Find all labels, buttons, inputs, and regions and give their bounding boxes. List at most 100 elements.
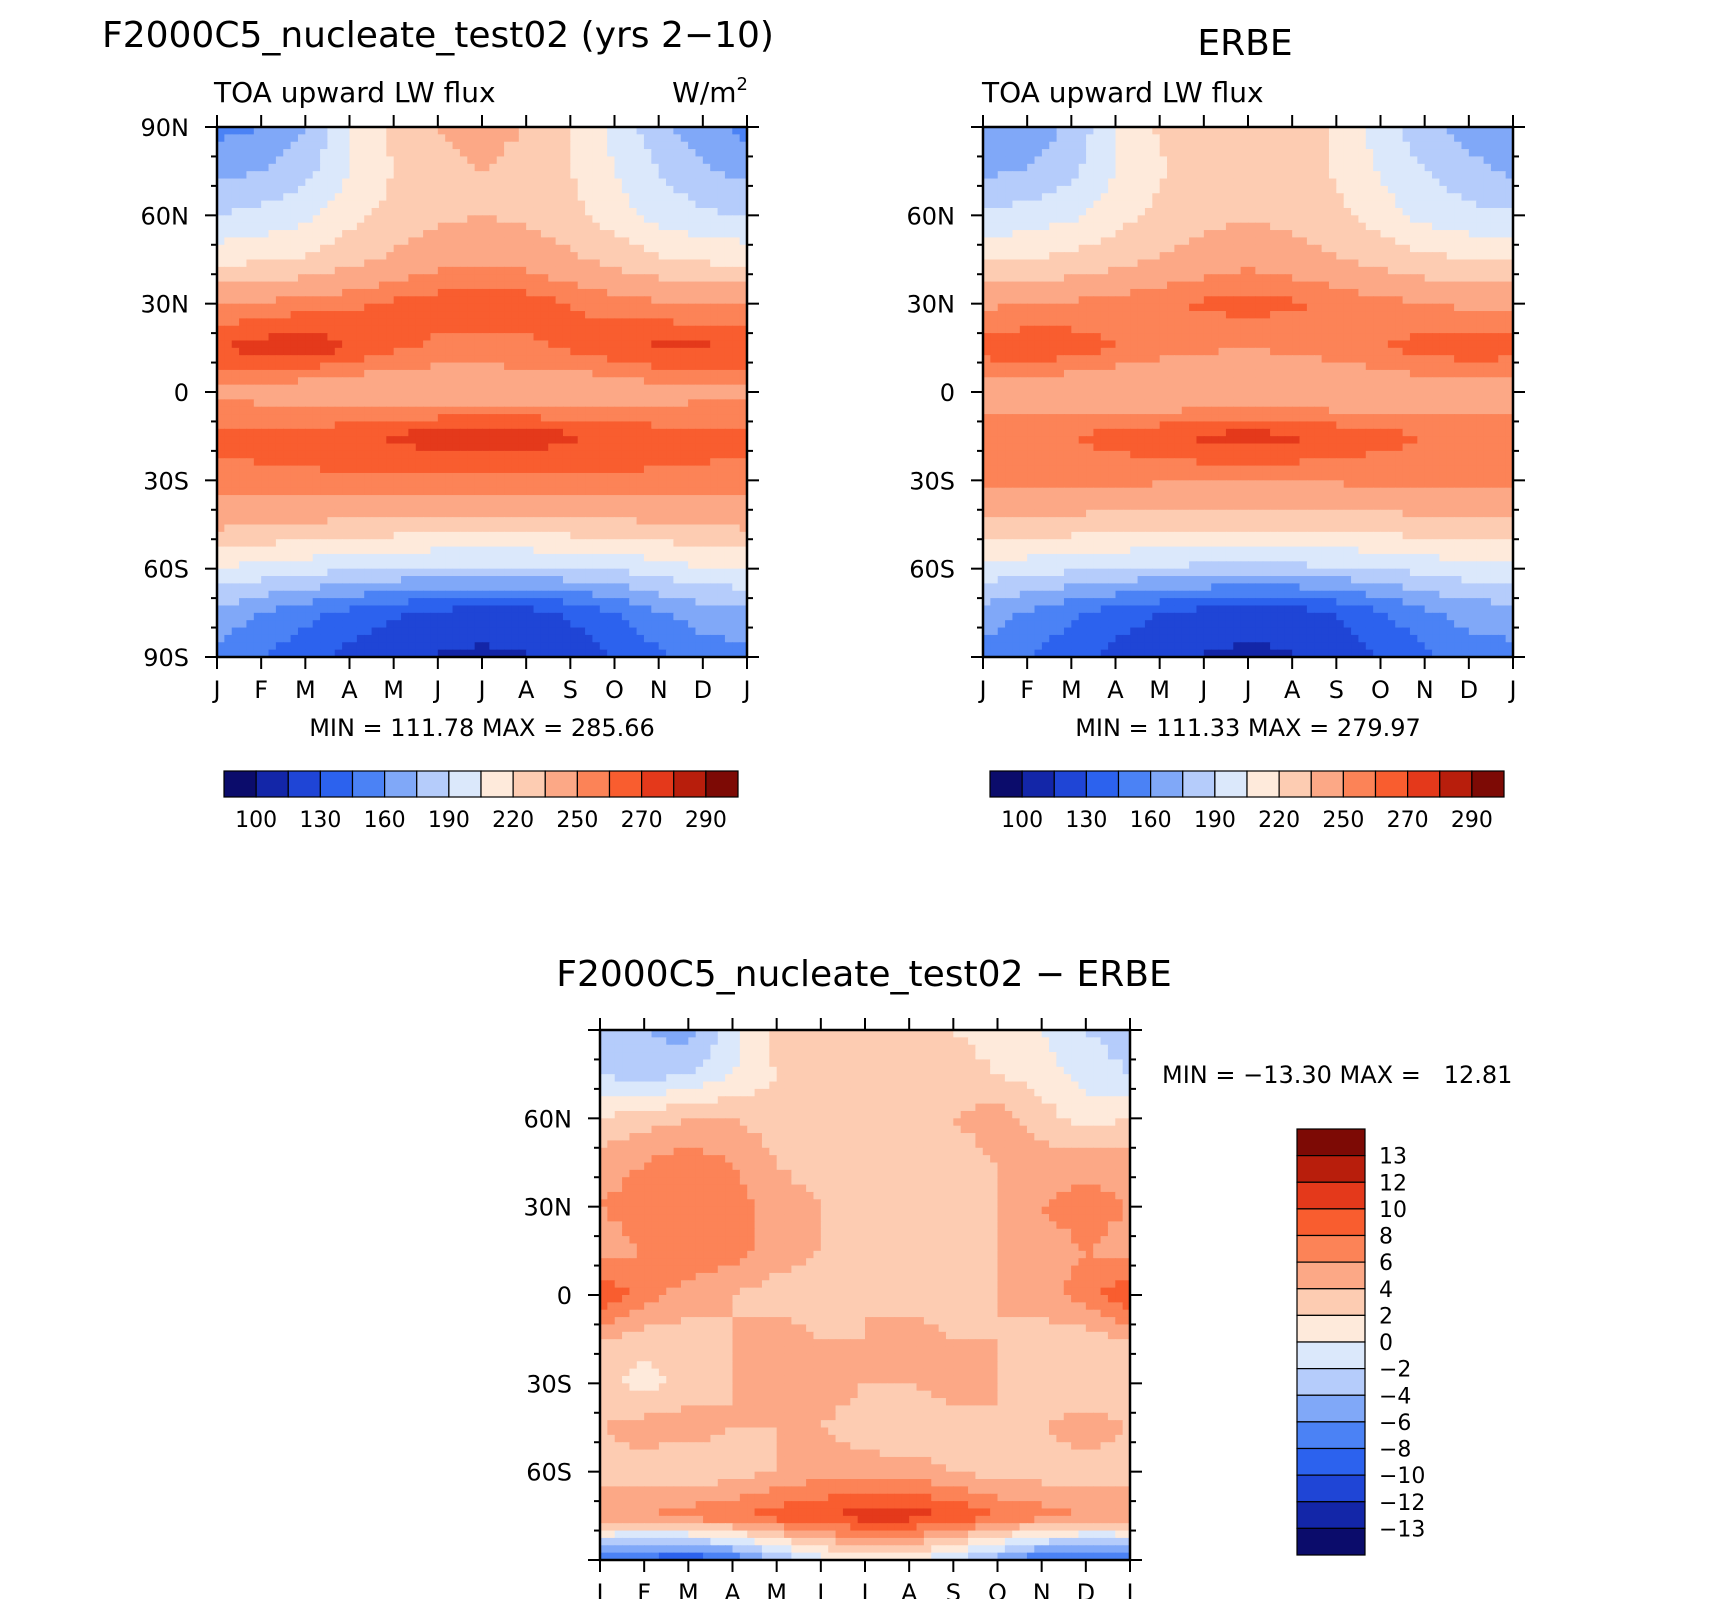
heatmap-cell: [408, 288, 417, 297]
heatmap-cell: [268, 472, 277, 481]
heatmap-cell: [275, 171, 284, 180]
heatmap-cell: [327, 561, 336, 570]
heatmap-cell: [702, 171, 711, 180]
heatmap-cell: [305, 612, 314, 621]
heatmap-cell: [356, 333, 365, 342]
heatmap-cell: [290, 281, 299, 290]
heatmap-cell: [261, 185, 270, 194]
heatmap-cell: [555, 207, 564, 216]
heatmap-cell: [467, 465, 476, 474]
heatmap-cell: [408, 480, 417, 489]
heatmap-cell: [356, 215, 365, 224]
heatmap-cell: [349, 252, 358, 261]
heatmap-cell: [570, 443, 579, 452]
heatmap-cell: [467, 252, 476, 261]
heatmap-cell: [695, 193, 704, 202]
heatmap-cell: [548, 163, 557, 172]
heatmap-cell: [518, 127, 527, 135]
heatmap-cell: [371, 127, 380, 135]
heatmap-cell: [666, 355, 674, 364]
heatmap-cell: [349, 392, 358, 400]
heatmap-cell: [518, 561, 527, 570]
heatmap-cell: [717, 465, 726, 474]
heatmap-cell: [305, 450, 314, 459]
heatmap-cell: [445, 627, 454, 636]
heatmap-cell: [437, 458, 446, 467]
heatmap-cell: [349, 127, 358, 135]
heatmap-cell: [320, 539, 329, 548]
heatmap-cell: [548, 303, 557, 312]
heatmap-cell: [253, 362, 262, 371]
heatmap-cell: [312, 163, 321, 172]
heatmap-cell: [526, 325, 535, 334]
heatmap-cell: [695, 149, 704, 158]
heatmap-cell: [504, 480, 513, 489]
heatmap-cell: [518, 568, 527, 577]
heatmap-cell: [724, 620, 733, 629]
heatmap-cell: [702, 266, 711, 275]
heatmap-cell: [342, 200, 351, 209]
heatmap-cell: [459, 465, 468, 474]
heatmap-cell: [496, 185, 505, 194]
heatmap-cell: [423, 193, 432, 202]
heatmap-cell: [702, 612, 711, 621]
heatmap-cell: [312, 458, 321, 467]
heatmap-cell: [364, 531, 373, 540]
heatmap-cell: [666, 134, 674, 143]
heatmap-cell: [364, 392, 373, 400]
heatmap-cell: [666, 509, 674, 518]
heatmap-cell: [636, 237, 645, 246]
heatmap-cell: [430, 156, 439, 165]
heatmap-cell: [364, 171, 373, 180]
heatmap-cell: [621, 568, 630, 577]
heatmap-cell: [364, 590, 373, 599]
heatmap-cell: [217, 634, 225, 643]
heatmap-cell: [673, 355, 682, 364]
heatmap-cell: [268, 531, 277, 540]
heatmap-cell: [688, 612, 697, 621]
heatmap-cell: [482, 509, 490, 518]
heatmap-cell: [253, 281, 262, 290]
heatmap-cell: [577, 222, 586, 231]
heatmap-cell: [724, 443, 733, 452]
heatmap-cell: [548, 561, 557, 570]
heatmap-cell: [702, 296, 711, 305]
heatmap-cell: [268, 495, 277, 504]
heatmap-cell: [621, 325, 630, 334]
heatmap-cell: [555, 237, 564, 246]
heatmap-cell: [555, 215, 564, 224]
heatmap-cell: [599, 539, 608, 548]
heatmap-cell: [717, 347, 726, 356]
heatmap-cell: [511, 369, 520, 378]
heatmap-cell: [739, 185, 748, 194]
heatmap-cell: [548, 502, 557, 511]
heatmap-cell: [423, 487, 432, 496]
heatmap-cell: [342, 399, 351, 408]
heatmap-cell: [364, 355, 373, 364]
heatmap-cell: [283, 149, 292, 158]
heatmap-cell: [658, 539, 667, 548]
heatmap-cell: [607, 215, 616, 224]
heatmap-cell: [666, 230, 674, 239]
heatmap-cell: [445, 252, 454, 261]
heatmap-cell: [621, 458, 630, 467]
heatmap-cell: [643, 362, 652, 371]
heatmap-cell: [739, 553, 748, 562]
heatmap-cell: [504, 502, 513, 511]
heatmap-cell: [356, 149, 365, 158]
heatmap-cell: [614, 171, 623, 180]
heatmap-cell: [452, 288, 461, 297]
heatmap-cell: [261, 568, 270, 577]
heatmap-cell: [423, 333, 432, 342]
heatmap-cell: [445, 399, 454, 408]
heatmap-cell: [585, 377, 594, 386]
heatmap-cell: [548, 362, 557, 371]
heatmap-cell: [643, 406, 652, 415]
heatmap-cell: [349, 576, 358, 584]
heatmap-cell: [695, 517, 704, 526]
heatmap-cell: [724, 561, 733, 570]
heatmap-cell: [496, 156, 505, 165]
heatmap-cell: [540, 347, 549, 356]
heatmap-cell: [371, 340, 380, 349]
heatmap-cell: [548, 568, 557, 577]
